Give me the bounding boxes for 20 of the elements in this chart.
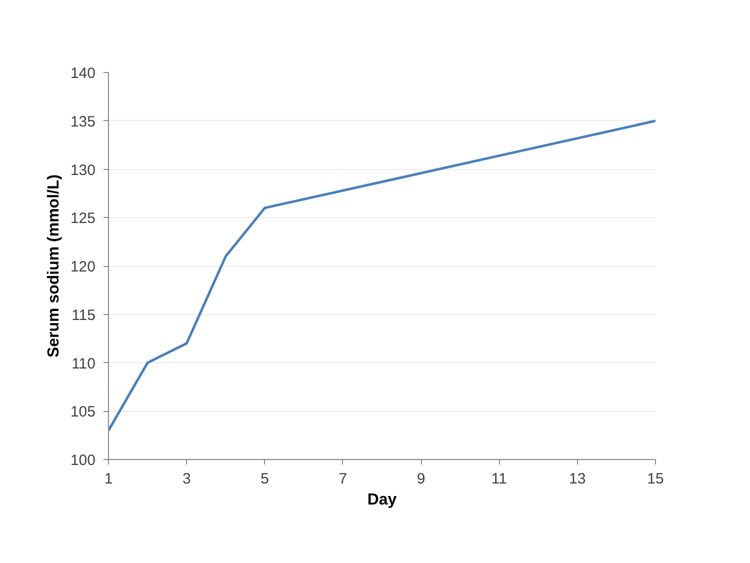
x-tick-label: 13	[569, 470, 586, 488]
x-axis-title: Day	[367, 492, 397, 508]
y-axis-title: Serum sodium (mmol/L)	[45, 174, 62, 358]
y-tick-label: 135	[70, 113, 96, 130]
y-tick-label: 120	[70, 258, 96, 276]
y-tick-label: 115	[72, 306, 96, 324]
x-tick-label: 11	[491, 470, 508, 488]
x-tick-label: 9	[416, 470, 426, 488]
x-tick-label: 15	[647, 470, 664, 488]
line-series	[108, 120, 656, 432]
y-tick-label: 140	[70, 65, 96, 82]
x-tick-label: 7	[338, 470, 348, 488]
y-tick-label: 105	[70, 404, 96, 421]
y-tick-label: 130	[70, 162, 96, 179]
y-tick-label: 125	[70, 210, 96, 228]
x-tick-label: 3	[182, 470, 191, 488]
x-tick-label: 1	[104, 470, 113, 488]
y-tick-label: 110	[72, 355, 96, 372]
y-tick-label: 100	[70, 452, 96, 469]
x-tick-label: 5	[260, 470, 269, 488]
